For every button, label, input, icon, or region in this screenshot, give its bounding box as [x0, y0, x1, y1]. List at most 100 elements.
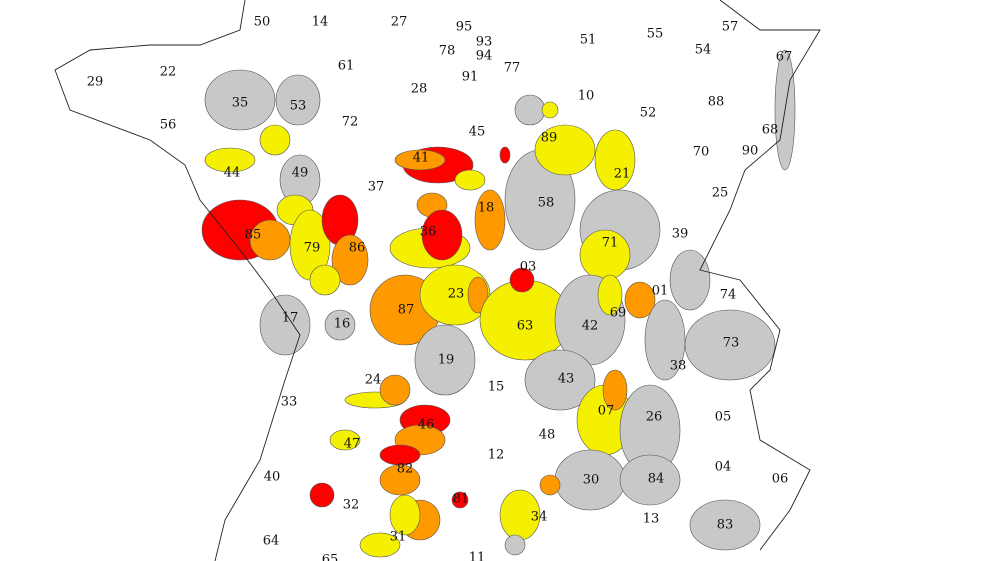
zone-alerte — [259, 124, 291, 156]
department-label: 64 — [263, 534, 280, 549]
department-label: 22 — [160, 65, 177, 80]
department-label: 86 — [349, 241, 366, 256]
zone-alerte-renforcee — [467, 276, 489, 314]
department-label: 19 — [438, 353, 455, 368]
zone-alerte-renforcee — [539, 474, 561, 496]
department-label: 11 — [469, 551, 486, 561]
department-label: 37 — [368, 180, 385, 195]
zone-vigilance — [514, 94, 546, 126]
zone-vigilance — [684, 309, 776, 381]
zone-alerte — [594, 129, 636, 191]
zone-alerte — [309, 264, 341, 296]
department-label: 52 — [640, 106, 657, 121]
zone-vigilance — [644, 299, 686, 381]
zone-crise — [499, 146, 511, 164]
department-label: 14 — [312, 15, 329, 30]
zone-vigilance — [324, 309, 356, 341]
department-label: 05 — [715, 410, 732, 425]
department-label: 23 — [448, 287, 465, 302]
zone-vigilance — [689, 499, 761, 551]
zone-alerte-renforcee — [394, 149, 446, 171]
department-label: 85 — [245, 228, 262, 243]
department-label: 06 — [772, 472, 789, 487]
department-label: 27 — [391, 15, 408, 30]
department-label: 47 — [344, 437, 361, 452]
zone-crise — [509, 267, 535, 293]
zone-alerte — [541, 101, 559, 119]
department-label: 36 — [420, 225, 437, 240]
department-label: 12 — [488, 448, 505, 463]
department-label: 33 — [281, 395, 298, 410]
zone-alerte — [204, 147, 256, 173]
department-label: 63 — [517, 319, 534, 334]
zone-alerte-renforcee — [379, 374, 411, 406]
department-label: 21 — [614, 167, 631, 182]
department-label: 17 — [282, 311, 299, 326]
zone-crise — [309, 482, 335, 508]
restriction-zones — [201, 49, 796, 558]
zone-alerte — [329, 429, 361, 451]
department-label: 79 — [304, 241, 321, 256]
department-label: 31 — [390, 530, 407, 545]
department-label: 26 — [646, 410, 663, 425]
department-label: 94 — [476, 49, 493, 64]
department-label: 84 — [648, 472, 665, 487]
zone-alerte — [534, 124, 596, 176]
department-label: 83 — [717, 518, 734, 533]
department-label: 32 — [343, 498, 360, 513]
department-label: 51 — [580, 33, 597, 48]
zone-alerte-renforcee — [602, 369, 628, 411]
department-label: 67 — [776, 50, 793, 65]
department-label: 70 — [693, 145, 710, 160]
department-label: 34 — [531, 510, 548, 525]
zone-vigilance — [524, 349, 596, 411]
department-label: 42 — [582, 319, 599, 334]
department-label: 41 — [413, 151, 430, 166]
department-label: 24 — [365, 373, 382, 388]
department-label: 78 — [439, 44, 456, 59]
zone-alerte — [454, 169, 486, 191]
department-label: 58 — [538, 196, 555, 211]
zone-vigilance — [204, 69, 276, 131]
department-label: 28 — [411, 82, 428, 97]
department-label: 74 — [720, 288, 737, 303]
department-label: 30 — [583, 473, 600, 488]
department-label: 69 — [610, 306, 627, 321]
department-label: 93 — [476, 35, 493, 50]
zone-alerte-renforcee — [624, 281, 656, 319]
department-label: 89 — [541, 131, 558, 146]
zone-alerte — [389, 494, 421, 536]
department-label: 40 — [264, 470, 281, 485]
department-label: 61 — [338, 59, 355, 74]
department-label: 13 — [643, 512, 660, 527]
department-label: 49 — [292, 166, 309, 181]
country-outline — [54, 0, 821, 561]
zone-alerte — [597, 274, 623, 316]
department-label: 04 — [715, 460, 732, 475]
department-label: 35 — [232, 96, 249, 111]
department-label: 48 — [539, 428, 556, 443]
zone-alerte-renforcee — [379, 464, 421, 496]
department-label: 56 — [160, 118, 177, 133]
zone-vigilance — [259, 294, 311, 356]
zone-vigilance — [669, 249, 711, 311]
department-label: 07 — [598, 404, 615, 419]
zone-vigilance — [504, 534, 526, 556]
department-label: 46 — [418, 418, 435, 433]
department-label: 50 — [254, 15, 271, 30]
zone-crise — [421, 209, 463, 261]
department-label: 25 — [712, 186, 729, 201]
zone-alerte-renforcee — [474, 189, 506, 251]
department-label: 54 — [695, 43, 712, 58]
zone-vigilance — [414, 324, 476, 396]
department-label: 01 — [652, 284, 669, 299]
department-label: 55 — [647, 27, 664, 42]
department-label: 82 — [397, 462, 414, 477]
department-label: 81 — [453, 492, 470, 507]
department-label: 44 — [224, 166, 241, 181]
zone-vigilance — [275, 74, 321, 126]
department-label: 90 — [742, 144, 759, 159]
department-label: 18 — [478, 201, 495, 216]
